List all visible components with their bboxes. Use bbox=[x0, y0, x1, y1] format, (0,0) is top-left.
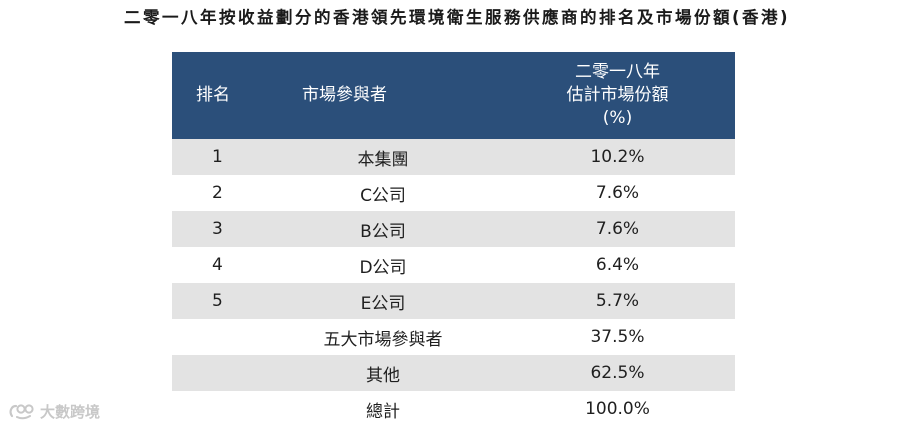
row-participant: C公司 bbox=[266, 175, 500, 211]
row-rank: 2 bbox=[172, 175, 266, 211]
header-share-unit: (%) bbox=[602, 108, 633, 128]
table-row-subtotal: 五大市場參與者 37.5% bbox=[172, 319, 735, 355]
table-row-others: 其他 62.5% bbox=[172, 355, 735, 391]
market-share-table: 排名 市場參與者 二零一八年 估計市場份額 (%) 1 本集團 10.2% 2 … bbox=[172, 52, 735, 427]
row-participant: D公司 bbox=[266, 247, 500, 283]
row-share: 62.5% bbox=[500, 355, 735, 391]
row-rank bbox=[172, 319, 266, 355]
table-row: 4 D公司 6.4% bbox=[172, 247, 735, 283]
row-rank bbox=[172, 391, 266, 427]
header-rank: 排名 bbox=[172, 52, 266, 139]
row-share: 6.4% bbox=[500, 247, 735, 283]
brand-logo-icon bbox=[9, 404, 34, 420]
row-share: 10.2% bbox=[500, 139, 735, 175]
header-participant: 市場參與者 bbox=[266, 52, 500, 139]
row-rank: 1 bbox=[172, 139, 266, 175]
row-participant: B公司 bbox=[266, 211, 500, 247]
row-rank bbox=[172, 355, 266, 391]
table-row: 1 本集團 10.2% bbox=[172, 139, 735, 175]
table-header-row: 排名 市場參與者 二零一八年 估計市場份額 (%) bbox=[172, 52, 735, 139]
table-row: 5 E公司 5.7% bbox=[172, 283, 735, 319]
watermark: 大數跨境 bbox=[8, 400, 100, 422]
header-share-label: 估計市場份額 bbox=[566, 85, 669, 105]
row-rank: 3 bbox=[172, 211, 266, 247]
row-share: 7.6% bbox=[500, 175, 735, 211]
watermark-text: 大數跨境 bbox=[40, 402, 101, 421]
row-rank: 4 bbox=[172, 247, 266, 283]
table-row: 3 B公司 7.6% bbox=[172, 211, 735, 247]
row-participant: 其他 bbox=[266, 355, 500, 391]
row-rank: 5 bbox=[172, 283, 266, 319]
header-share-year: 二零一八年 bbox=[575, 62, 660, 82]
row-participant: 總計 bbox=[266, 391, 500, 427]
table-row: 2 C公司 7.6% bbox=[172, 175, 735, 211]
table-row-total: 總計 100.0% bbox=[172, 391, 735, 427]
row-share: 37.5% bbox=[500, 319, 735, 355]
row-participant: E公司 bbox=[266, 283, 500, 319]
row-participant: 本集團 bbox=[266, 139, 500, 175]
row-share: 7.6% bbox=[500, 211, 735, 247]
page-title: 二零一八年按收益劃分的香港領先環境衛生服務供應商的排名及市場份額(香港) bbox=[123, 8, 791, 27]
row-share: 5.7% bbox=[500, 283, 735, 319]
row-share: 100.0% bbox=[500, 391, 735, 427]
row-participant: 五大市場參與者 bbox=[266, 319, 500, 355]
header-market-share: 二零一八年 估計市場份額 (%) bbox=[500, 52, 735, 139]
